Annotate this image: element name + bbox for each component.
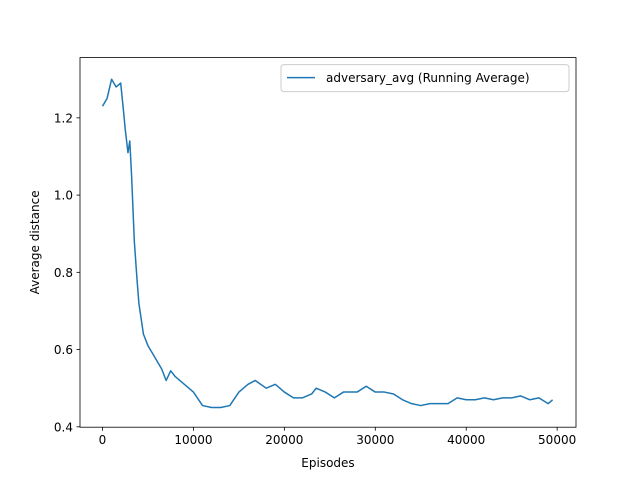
axes-frame [79,57,577,428]
x-axis-label: Episodes [301,456,354,470]
x-tick-label: 30000 [356,433,394,447]
y-tick-label: 0.4 [54,420,73,434]
y-tick-label: 1.2 [54,111,73,125]
x-tick-label: 20000 [265,433,303,447]
y-axis-label: Average distance [28,190,42,294]
y-tick-label: 1.0 [54,189,73,203]
data-line [101,78,554,409]
x-tick-label: 10000 [174,433,212,447]
x-tick-label: 0 [99,433,107,447]
x-tick-label: 50000 [538,433,576,447]
x-tick-label: 40000 [447,433,485,447]
y-tick-label: 0.8 [54,266,73,280]
legend-label: adversary_avg (Running Average) [326,71,530,85]
legend-box [280,64,570,93]
y-tick-label: 0.6 [54,343,73,357]
plot-area [101,78,554,409]
